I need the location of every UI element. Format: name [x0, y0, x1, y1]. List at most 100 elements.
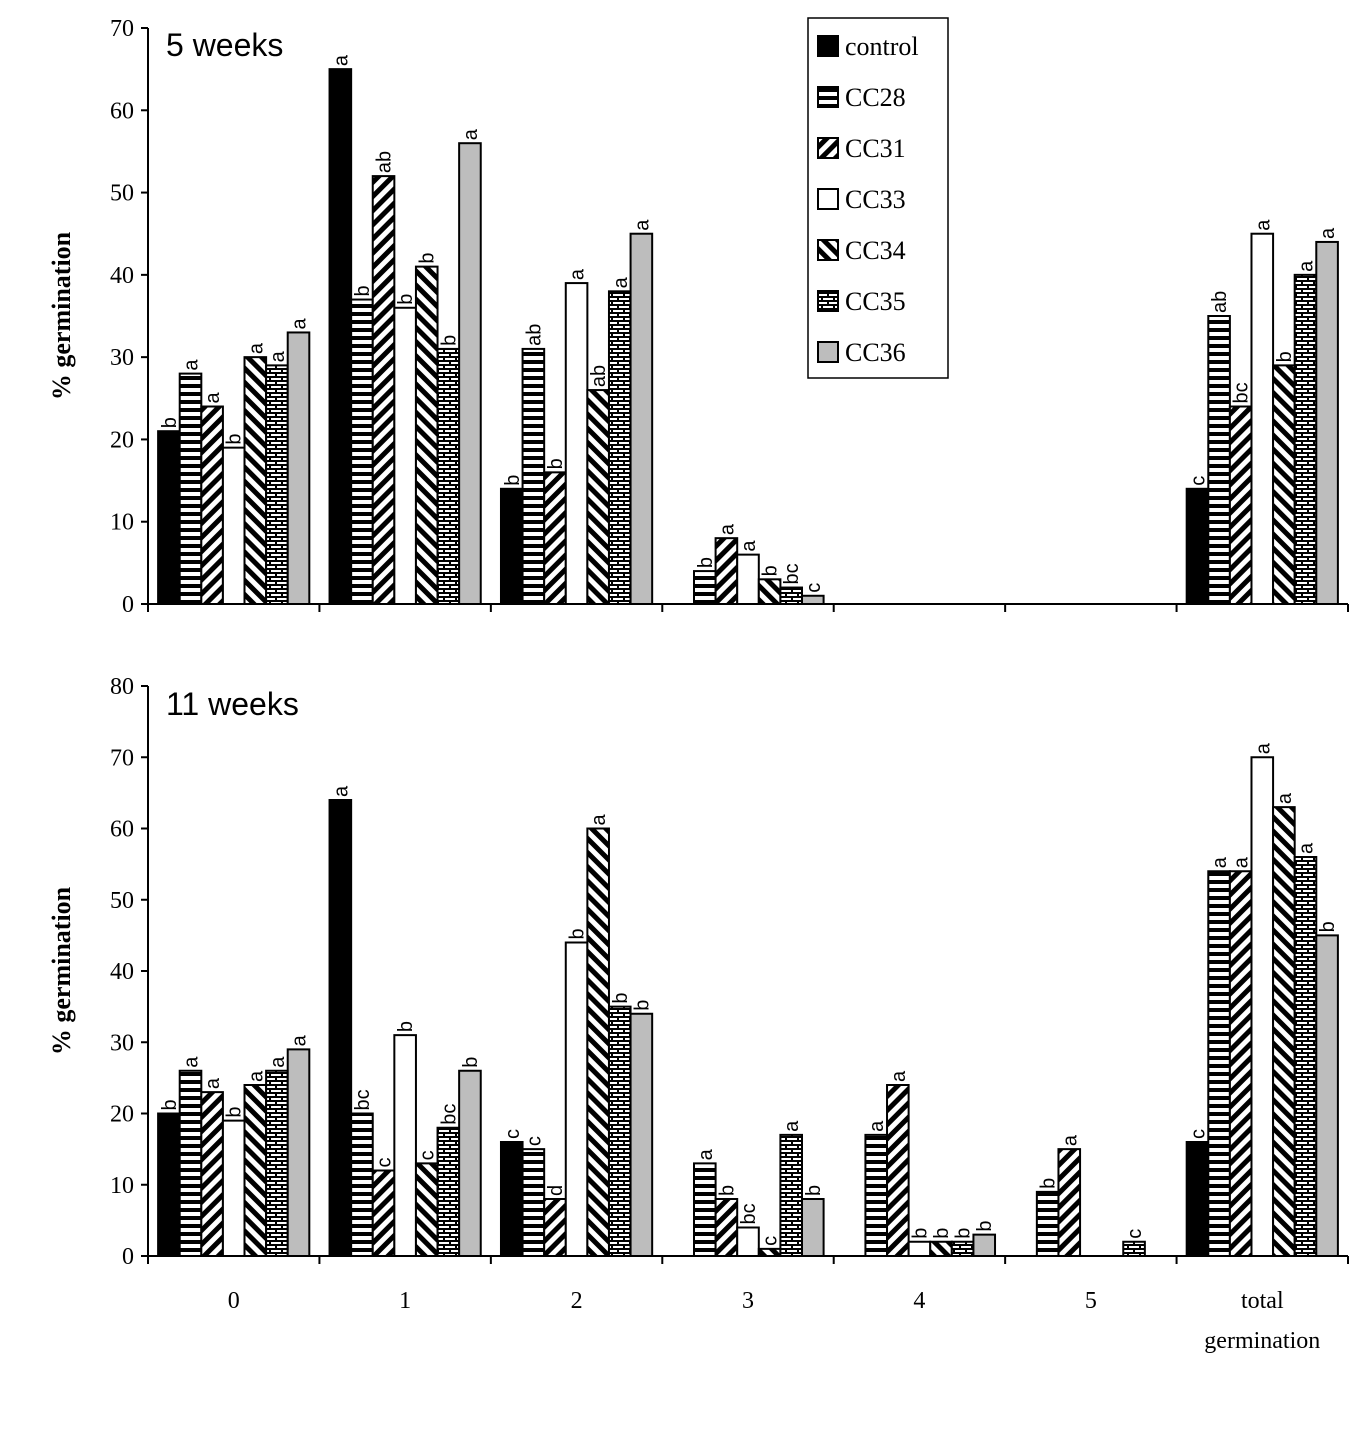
y-tick-label: 30	[110, 1030, 134, 1056]
x-tick-label: total	[1241, 1288, 1284, 1314]
bar-cc34-1	[414, 265, 439, 605]
significance-label: c	[1187, 476, 1209, 486]
significance-label: b	[1274, 351, 1296, 362]
significance-label: b	[545, 458, 567, 469]
x-tick-label: 4	[913, 1288, 925, 1314]
significance-label: b	[395, 294, 417, 305]
bar-cc31-1	[371, 175, 396, 605]
legend-entry-cc33: CC33	[845, 185, 906, 214]
bar-cc34-2	[586, 827, 610, 1257]
bar-cc33-total-germination	[1250, 756, 1275, 1257]
bar-cc35-3	[779, 1133, 804, 1257]
significance-label: c	[374, 1158, 396, 1168]
legend: control CC28 CC31 CC33 CC34 CC35 CC36	[807, 17, 949, 379]
bar-cc36-4	[972, 1233, 997, 1257]
significance-label: b	[395, 1021, 417, 1032]
significance-label: a	[245, 342, 267, 354]
bar-cc34-1	[414, 1162, 439, 1257]
significance-label: ab	[1209, 291, 1231, 313]
significance-label: c	[523, 1136, 545, 1146]
bar-cc34-total-germination	[1272, 364, 1296, 605]
bar-control-1	[328, 68, 353, 605]
legend-swatch-cc36	[817, 341, 839, 363]
significance-label: b	[567, 928, 589, 939]
bar-cc34-0	[243, 1084, 268, 1257]
bar-cc31-3	[714, 537, 739, 606]
significance-label: b	[931, 1228, 953, 1239]
significance-label: a	[1274, 792, 1296, 804]
bar-cc35-total-germination	[1293, 273, 1318, 605]
bar-cc33-total-germination	[1250, 232, 1275, 605]
bar-cc31-2	[543, 471, 567, 606]
significance-label: a	[781, 1120, 803, 1132]
bar-control-2	[499, 1141, 524, 1257]
y-tick-label: 80	[110, 674, 134, 700]
bar-cc34-3	[757, 578, 782, 605]
significance-label: b	[438, 335, 460, 346]
legend-swatch-cc31	[817, 137, 839, 159]
bar-cc31-1	[371, 1169, 396, 1257]
bar-cc34-total-germination	[1272, 806, 1296, 1257]
significance-label: a	[888, 1070, 910, 1082]
significance-label: b	[224, 434, 246, 445]
significance-label: a	[1295, 842, 1317, 854]
bar-cc33-2	[564, 282, 589, 605]
bar-cc33-3	[736, 553, 760, 606]
bar-cc28-total-germination	[1207, 870, 1231, 1257]
bar-cc36-total-germination	[1315, 934, 1339, 1257]
panel-title: 5 weeks	[166, 27, 283, 63]
bar-cc33-1	[393, 1034, 417, 1257]
bar-cc36-3	[801, 594, 825, 605]
significance-label: b	[460, 1057, 482, 1068]
significance-label: a	[460, 128, 482, 140]
bar-cc35-4	[950, 1240, 975, 1257]
y-tick-label: 10	[110, 1173, 134, 1199]
significance-label: a	[289, 317, 311, 329]
significance-label: b	[1317, 921, 1339, 932]
legend-entry-cc35: CC35	[845, 287, 906, 316]
bar-cc35-2	[607, 1005, 632, 1257]
significance-label: d	[545, 1185, 567, 1196]
legend-entry-cc28: CC28	[845, 83, 906, 112]
bar-cc35-5	[1122, 1240, 1146, 1257]
significance-label: a	[181, 359, 203, 371]
bar-control-total-germination	[1185, 1141, 1210, 1257]
bar-cc28-1	[350, 1112, 374, 1257]
significance-label: b	[760, 565, 782, 576]
significance-label: a	[866, 1120, 888, 1132]
y-tick-label: 70	[110, 16, 134, 42]
x-tick-label: 5	[1085, 1288, 1097, 1314]
legend-swatch-cc34	[817, 239, 839, 261]
significance-label: a	[1317, 227, 1339, 239]
legend-swatch-cc33	[817, 188, 839, 210]
significance-label: c	[1187, 1129, 1209, 1139]
significance-label: a	[631, 219, 653, 231]
y-tick-label: 20	[110, 1102, 134, 1128]
significance-label: bc	[781, 563, 803, 584]
legend-swatch-control	[817, 35, 839, 57]
y-tick-label: 60	[110, 817, 134, 843]
bar-cc28-0	[178, 1069, 203, 1257]
significance-label: a	[1252, 219, 1274, 231]
significance-label: c	[760, 1236, 782, 1246]
bar-control-2	[499, 487, 524, 605]
significance-label: b	[1038, 1178, 1060, 1189]
bar-cc33-2	[564, 941, 589, 1257]
y-tick-label: 60	[110, 98, 134, 124]
significance-label: b	[974, 1221, 996, 1232]
significance-label: a	[202, 1077, 224, 1089]
bar-cc33-4	[907, 1240, 932, 1257]
significance-label: a	[1252, 742, 1274, 754]
significance-label: bc	[1231, 382, 1253, 403]
significance-label: a	[267, 1056, 289, 1068]
bar-cc28-0	[178, 372, 203, 605]
x-tick-label: 3	[742, 1288, 754, 1314]
bar-cc36-1	[458, 1069, 482, 1257]
bar-cc33-0	[221, 1119, 246, 1257]
significance-label: a	[267, 350, 289, 362]
legend-swatch-cc28	[817, 86, 839, 108]
bar-cc36-1	[458, 142, 482, 605]
